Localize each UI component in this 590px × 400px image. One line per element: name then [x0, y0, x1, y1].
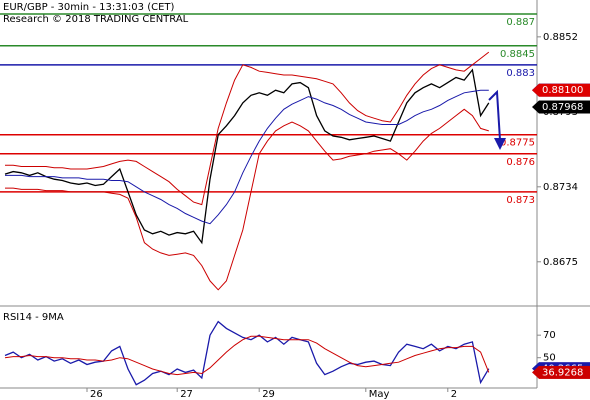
x-tick-label: 29 — [262, 389, 275, 400]
price-tag — [539, 83, 590, 97]
x-tick-label: May — [369, 389, 390, 400]
series-line — [4, 335, 490, 376]
price-tag-label: 36.9268 — [542, 367, 583, 378]
price-tag-label: 0.87968 — [542, 102, 583, 113]
rsi-title: RSI14 - 9MA — [3, 312, 64, 323]
series-line — [5, 51, 490, 206]
price-tag — [539, 365, 590, 379]
level-label: 0.883 — [506, 68, 535, 79]
price-tag-pointer — [532, 365, 539, 379]
y-tick-label: 0.8734 — [543, 182, 578, 193]
y-tick-label: 0.8852 — [543, 32, 578, 43]
forecast-line — [488, 89, 501, 141]
level-label: 0.8775 — [500, 138, 535, 149]
chart-subtitle: Research © 2018 TRADING CENTRAL — [3, 14, 189, 25]
y-tick-label: 50 — [543, 353, 556, 364]
price-tag-label: 0.88100 — [542, 85, 583, 96]
forecast-arrow — [488, 89, 506, 150]
series-line — [5, 108, 489, 291]
y-tick-label: 0.8675 — [543, 257, 578, 268]
series-line — [4, 68, 490, 245]
level-label: 0.8845 — [500, 49, 535, 60]
y-tick-label: 70 — [543, 330, 556, 341]
price-tag-pointer — [532, 83, 539, 97]
level-label: 0.887 — [506, 17, 535, 28]
x-tick-label: 27 — [180, 389, 193, 400]
chart-title: EUR/GBP - 30min - 13:31:03 (CET) — [3, 2, 175, 13]
series-line — [5, 89, 489, 225]
forecast-head — [494, 138, 506, 150]
level-label: 0.873 — [506, 195, 535, 206]
x-tick-label: 2 — [451, 389, 457, 400]
price-tag-pointer — [532, 100, 539, 114]
x-tick-label: 26 — [90, 389, 103, 400]
series-line — [4, 320, 490, 386]
price-tag — [539, 100, 590, 114]
level-label: 0.876 — [506, 157, 535, 168]
